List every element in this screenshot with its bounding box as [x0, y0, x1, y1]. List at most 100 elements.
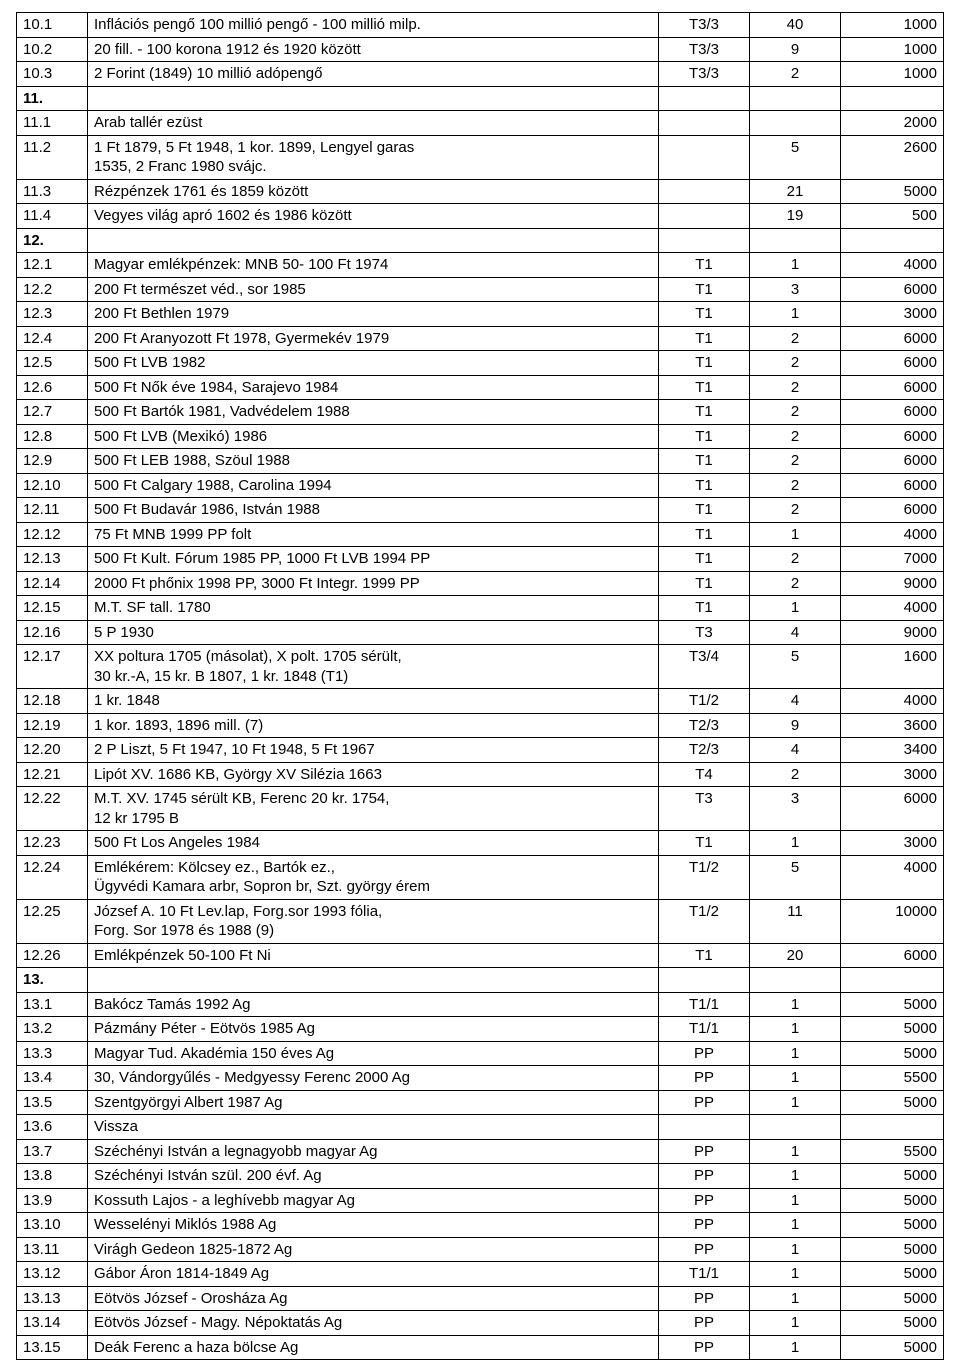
row-price: 1000 [841, 62, 944, 87]
row-description: 1 kor. 1893, 1896 mill. (7) [88, 713, 659, 738]
row-id: 10.3 [17, 62, 88, 87]
table-row: 12.5500 Ft LVB 1982T126000 [17, 351, 944, 376]
table-row: 12.13500 Ft Kult. Fórum 1985 PP, 1000 Ft… [17, 547, 944, 572]
table-row: 12.8500 Ft LVB (Mexikó) 1986T126000 [17, 424, 944, 449]
row-grade: T1 [659, 326, 750, 351]
row-description: Arab tallér ezüst [88, 111, 659, 136]
row-description: Inflációs pengő 100 millió pengő - 100 m… [88, 13, 659, 38]
row-quantity: 3 [750, 787, 841, 831]
row-description: Széchényi István szül. 200 évf. Ag [88, 1164, 659, 1189]
catalog-table: 10.1Inflációs pengő 100 millió pengő - 1… [16, 12, 944, 1360]
table-row: 10.32 Forint (1849) 10 millió adópengőT3… [17, 62, 944, 87]
row-description: 500 Ft LVB (Mexikó) 1986 [88, 424, 659, 449]
row-quantity: 1 [750, 1041, 841, 1066]
row-grade: PP [659, 1335, 750, 1360]
row-grade: T1 [659, 302, 750, 327]
row-description: 500 Ft LVB 1982 [88, 351, 659, 376]
row-grade: T3/4 [659, 645, 750, 689]
row-price: 1600 [841, 645, 944, 689]
row-id: 10.2 [17, 37, 88, 62]
row-quantity: 11 [750, 899, 841, 943]
row-grade [659, 228, 750, 253]
table-row: 12.11500 Ft Budavár 1986, István 1988T12… [17, 498, 944, 523]
row-grade: PP [659, 1066, 750, 1091]
row-grade: T1/2 [659, 899, 750, 943]
row-price: 6000 [841, 351, 944, 376]
row-quantity: 1 [750, 302, 841, 327]
row-quantity: 9 [750, 713, 841, 738]
row-quantity [750, 111, 841, 136]
row-id: 11.2 [17, 135, 88, 179]
table-row: 12.4200 Ft Aranyozott Ft 1978, Gyermekév… [17, 326, 944, 351]
row-id: 13.5 [17, 1090, 88, 1115]
row-description: Magyar emlékpénzek: MNB 50- 100 Ft 1974 [88, 253, 659, 278]
row-description: Vegyes világ apró 1602 és 1986 között [88, 204, 659, 229]
row-id: 12.6 [17, 375, 88, 400]
table-row: 13.8Széchényi István szül. 200 évf. AgPP… [17, 1164, 944, 1189]
row-id: 12.14 [17, 571, 88, 596]
row-grade: T1/2 [659, 689, 750, 714]
row-id: 11.3 [17, 179, 88, 204]
row-description: 500 Ft LEB 1988, Szöul 1988 [88, 449, 659, 474]
row-description: 200 Ft Bethlen 1979 [88, 302, 659, 327]
row-id: 12.23 [17, 831, 88, 856]
row-description: 2 Forint (1849) 10 millió adópengő [88, 62, 659, 87]
row-price: 5000 [841, 1164, 944, 1189]
row-price: 7000 [841, 547, 944, 572]
table-row: 11.21 Ft 1879, 5 Ft 1948, 1 kor. 1899, L… [17, 135, 944, 179]
row-id: 12.15 [17, 596, 88, 621]
row-price: 4000 [841, 689, 944, 714]
row-grade: T1 [659, 277, 750, 302]
table-row: 13.15Deák Ferenc a haza bölcse AgPP15000 [17, 1335, 944, 1360]
row-price: 3600 [841, 713, 944, 738]
row-quantity: 2 [750, 449, 841, 474]
row-grade [659, 968, 750, 993]
row-description: 500 Ft Nők éve 1984, Sarajevo 1984 [88, 375, 659, 400]
row-grade [659, 135, 750, 179]
row-description: 1 Ft 1879, 5 Ft 1948, 1 kor. 1899, Lengy… [88, 135, 659, 179]
row-quantity: 1 [750, 1139, 841, 1164]
row-price: 9000 [841, 620, 944, 645]
row-grade [659, 1115, 750, 1140]
row-id: 13.1 [17, 992, 88, 1017]
row-price: 6000 [841, 277, 944, 302]
row-quantity: 2 [750, 762, 841, 787]
row-price: 5000 [841, 1188, 944, 1213]
row-quantity: 1 [750, 1213, 841, 1238]
row-quantity: 2 [750, 351, 841, 376]
table-row: 13.10Wesselényi Miklós 1988 AgPP15000 [17, 1213, 944, 1238]
row-price: 4000 [841, 253, 944, 278]
row-price: 1000 [841, 13, 944, 38]
row-quantity: 2 [750, 547, 841, 572]
row-quantity: 3 [750, 277, 841, 302]
table-row: 13.3Magyar Tud. Akadémia 150 éves AgPP15… [17, 1041, 944, 1066]
table-row: 12.3200 Ft Bethlen 1979T113000 [17, 302, 944, 327]
table-row: 12.1275 Ft MNB 1999 PP foltT114000 [17, 522, 944, 547]
row-grade: T3/3 [659, 37, 750, 62]
row-description [88, 228, 659, 253]
table-row: 12. [17, 228, 944, 253]
row-price: 1000 [841, 37, 944, 62]
row-description: Kossuth Lajos - a leghívebb magyar Ag [88, 1188, 659, 1213]
row-price: 5000 [841, 1213, 944, 1238]
row-quantity: 1 [750, 1017, 841, 1042]
row-price: 3000 [841, 762, 944, 787]
row-description [88, 968, 659, 993]
table-row: 13.430, Vándorgyűlés - Medgyessy Ferenc … [17, 1066, 944, 1091]
row-description: 500 Ft Calgary 1988, Carolina 1994 [88, 473, 659, 498]
row-quantity: 19 [750, 204, 841, 229]
row-price: 5500 [841, 1139, 944, 1164]
row-id: 12.24 [17, 855, 88, 899]
row-description: 30, Vándorgyűlés - Medgyessy Ferenc 2000… [88, 1066, 659, 1091]
table-row: 12.142000 Ft phőnix 1998 PP, 3000 Ft Int… [17, 571, 944, 596]
row-id: 12.8 [17, 424, 88, 449]
table-row: 13.14Eötvös József - Magy. Népoktatás Ag… [17, 1311, 944, 1336]
row-grade: PP [659, 1164, 750, 1189]
table-row: 12.2200 Ft természet véd., sor 1985T1360… [17, 277, 944, 302]
row-quantity [750, 968, 841, 993]
row-grade: T1/2 [659, 855, 750, 899]
table-row: 13.7Széchényi István a legnagyobb magyar… [17, 1139, 944, 1164]
row-grade: PP [659, 1286, 750, 1311]
row-quantity: 1 [750, 1262, 841, 1287]
row-price: 5000 [841, 992, 944, 1017]
